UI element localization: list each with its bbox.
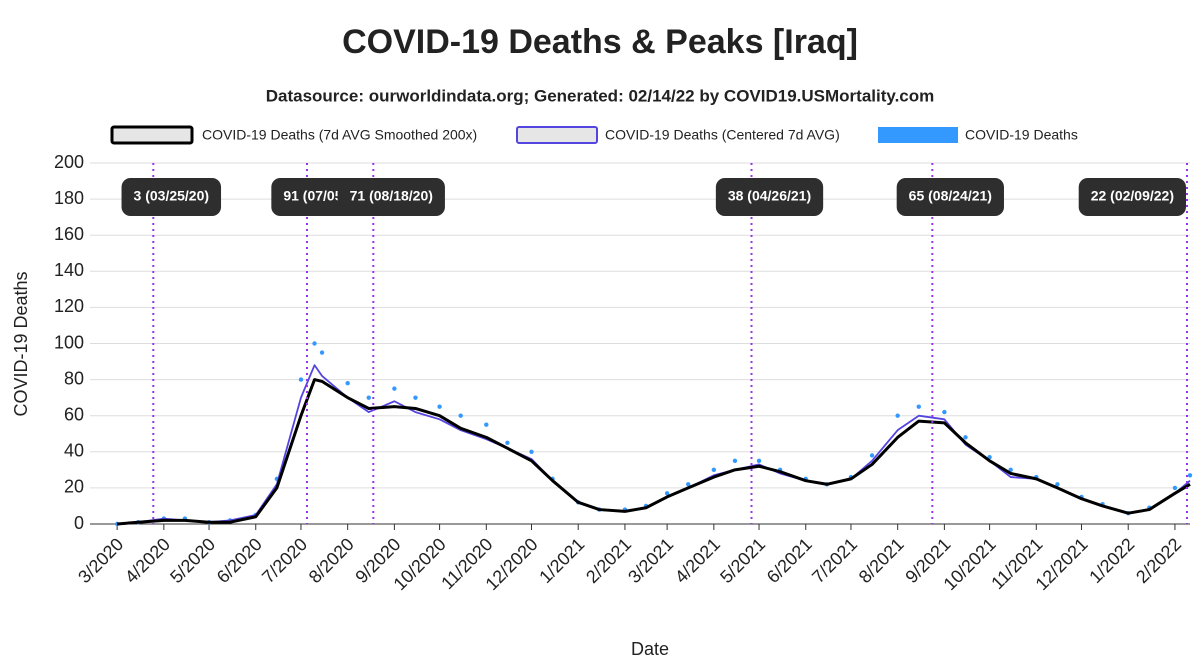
data-dot bbox=[664, 491, 670, 496]
x-tick-label: 1/2021 bbox=[535, 534, 588, 587]
peak-label: 71 (08/18/20) bbox=[350, 188, 433, 204]
y-tick-label: 40 bbox=[64, 441, 84, 461]
data-dot bbox=[458, 413, 463, 418]
x-tick-label: 8/2020 bbox=[305, 534, 358, 587]
y-tick-label: 180 bbox=[54, 188, 84, 208]
x-tick-label: 7/2020 bbox=[258, 534, 311, 587]
legend-swatch bbox=[516, 126, 598, 144]
data-dot bbox=[319, 350, 325, 355]
x-tick-label: 2/2021 bbox=[582, 534, 635, 587]
peak-annotation: 38 (04/26/21) bbox=[715, 178, 824, 216]
peak-label-box bbox=[337, 178, 445, 216]
x-tick-label: 4/2020 bbox=[121, 534, 174, 587]
peak-label-box bbox=[715, 178, 824, 216]
data-dot bbox=[437, 404, 442, 409]
data-dot bbox=[345, 381, 350, 386]
data-dot bbox=[869, 453, 875, 458]
y-tick-label: 120 bbox=[54, 296, 84, 316]
data-dot bbox=[505, 440, 510, 445]
y-tick-label: 80 bbox=[64, 368, 84, 388]
chart-subtitle: Datasource: ourworldindata.org; Generate… bbox=[266, 86, 935, 105]
legend-label: COVID-19 Deaths bbox=[965, 127, 1078, 143]
data-dot bbox=[732, 458, 738, 464]
y-tick-label: 140 bbox=[54, 260, 84, 280]
data-dot bbox=[413, 395, 418, 400]
peak-annotation: 71 (08/18/20) bbox=[337, 178, 445, 216]
data-dot bbox=[1172, 485, 1178, 491]
peak-annotation: 3 (03/25/20) bbox=[121, 178, 222, 216]
peak-label-box bbox=[121, 178, 222, 216]
data-dot bbox=[529, 449, 534, 454]
y-tick-label: 0 bbox=[74, 513, 84, 533]
data-dot bbox=[963, 435, 968, 440]
series-line bbox=[116, 378, 1191, 526]
legend-swatch bbox=[110, 125, 194, 145]
peak-label: 22 (02/09/22) bbox=[1091, 188, 1174, 204]
data-dot bbox=[1055, 482, 1060, 487]
x-axis-title: Date bbox=[631, 639, 669, 659]
data-dot bbox=[756, 458, 762, 464]
x-tick-label: 7/2021 bbox=[808, 534, 861, 587]
peak-annotation: 22 (02/09/22) bbox=[1078, 178, 1186, 216]
data-dot bbox=[484, 422, 489, 427]
y-tick-label: 100 bbox=[54, 332, 84, 352]
x-tick-label: 1/2022 bbox=[1085, 534, 1138, 587]
data-dot bbox=[1187, 473, 1193, 478]
data-dot bbox=[392, 386, 397, 391]
data-dot bbox=[298, 377, 304, 382]
data-dot bbox=[1008, 467, 1013, 473]
data-dot bbox=[942, 409, 947, 415]
y-tick-label: 20 bbox=[64, 477, 84, 497]
series-line bbox=[117, 364, 1191, 525]
x-tick-label: 6/2020 bbox=[213, 534, 266, 587]
x-tick-label: 2/2022 bbox=[1132, 534, 1185, 587]
x-tick-label: 8/2021 bbox=[855, 534, 908, 587]
legend-label: COVID-19 Deaths (Centered 7d AVG) bbox=[605, 127, 840, 143]
peak-annotation: 65 (08/24/21) bbox=[896, 178, 1004, 216]
y-tick-label: 200 bbox=[54, 152, 84, 172]
chart-title: COVID-19 Deaths & Peaks [Iraq] bbox=[342, 23, 858, 61]
data-dot bbox=[312, 341, 317, 346]
legend-swatch bbox=[878, 127, 958, 143]
peak-label: 3 (03/25/20) bbox=[134, 188, 210, 204]
x-tick-label: 5/2021 bbox=[716, 534, 769, 587]
peak-label: 65 (08/24/21) bbox=[909, 188, 992, 204]
peak-label-box bbox=[896, 178, 1004, 216]
x-tick-label: 6/2021 bbox=[763, 534, 816, 587]
data-dot bbox=[895, 413, 900, 418]
peak-label: 38 (04/26/21) bbox=[728, 188, 811, 204]
y-axis-title: COVID-19 Deaths bbox=[11, 271, 31, 416]
data-dot bbox=[686, 482, 691, 487]
y-tick-label: 60 bbox=[64, 404, 84, 424]
x-tick-label: 3/2020 bbox=[74, 534, 127, 587]
x-tick-label: 4/2021 bbox=[671, 534, 724, 587]
y-tick-label: 160 bbox=[54, 224, 84, 244]
data-dot bbox=[711, 467, 717, 473]
data-dot bbox=[366, 395, 371, 400]
legend-label: COVID-19 Deaths (7d AVG Smoothed 200x) bbox=[202, 127, 477, 143]
x-tick-label: 3/2021 bbox=[624, 534, 677, 587]
data-dot bbox=[916, 404, 921, 409]
x-tick-label: 5/2020 bbox=[166, 534, 219, 587]
peak-label-box bbox=[1078, 178, 1186, 216]
